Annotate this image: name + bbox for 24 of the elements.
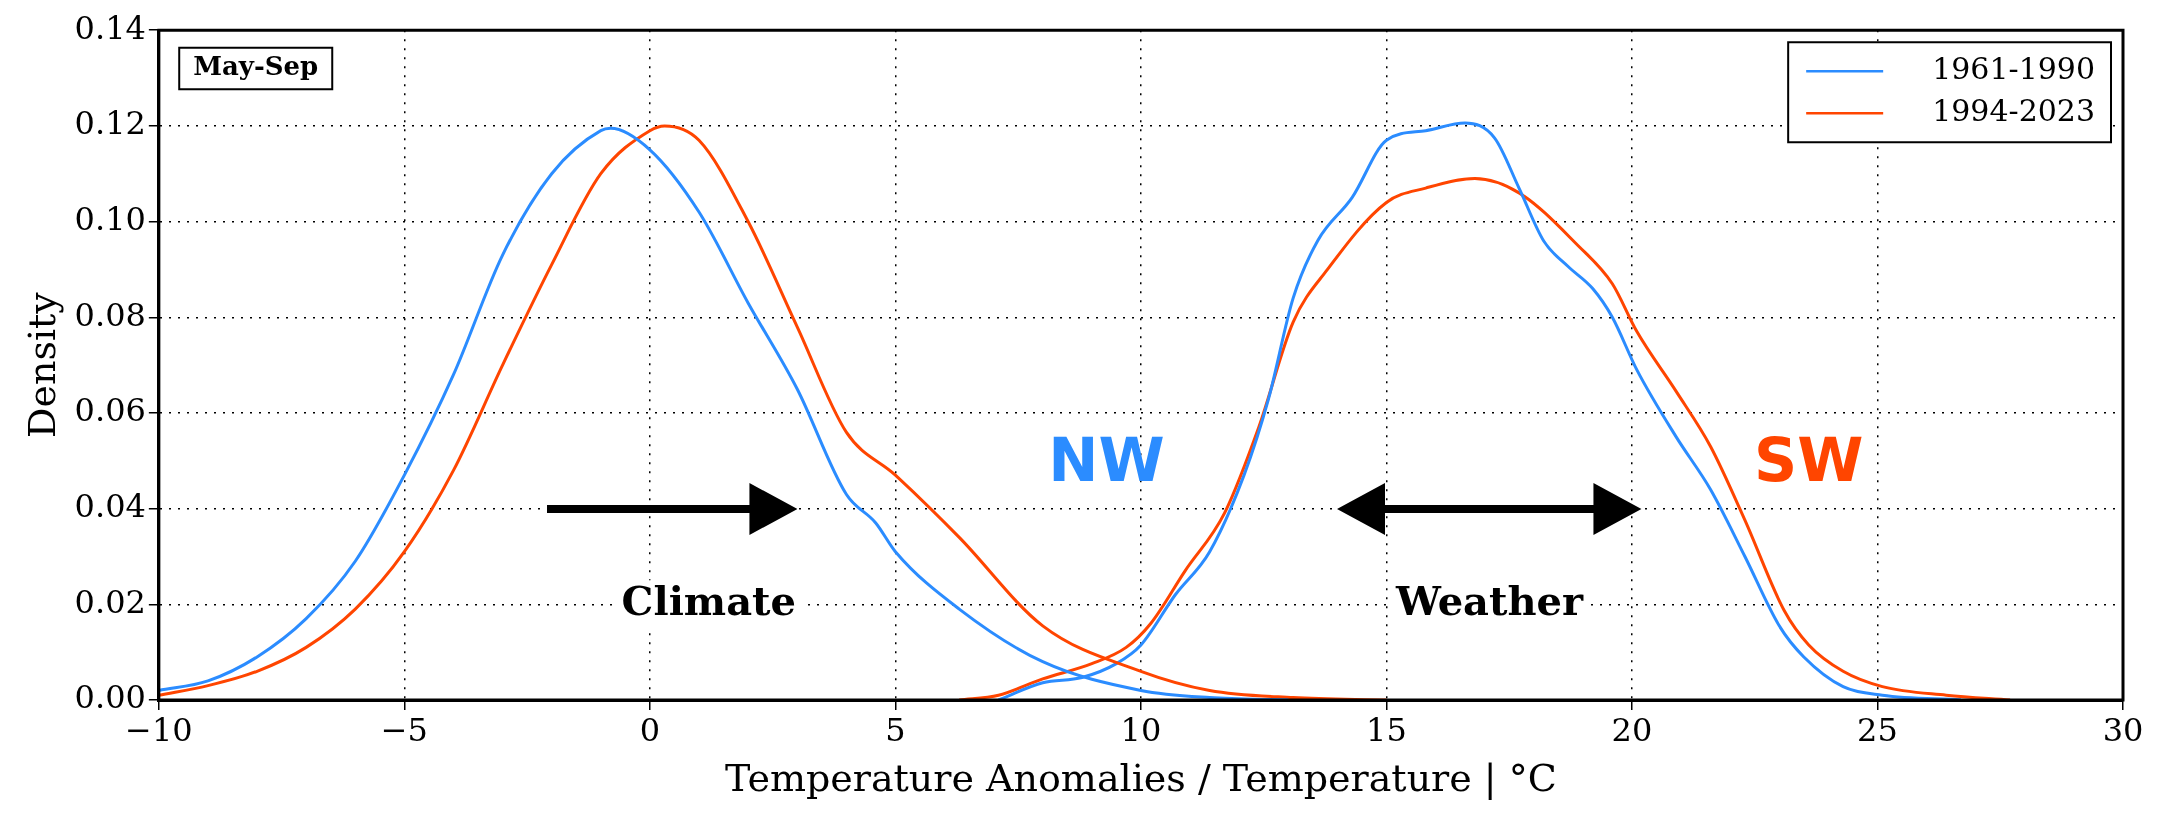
legend-label: 1961-1990 (1932, 51, 2095, 86)
y-tick-label: 0.14 (74, 8, 146, 47)
x-tick-label: 0 (639, 710, 661, 749)
x-axis-title: Temperature Anomalies / Temperature | °C (725, 756, 1557, 801)
y-tick-label: 0.06 (74, 391, 146, 430)
annotation: Weather (1395, 576, 1585, 624)
x-tick-label: 10 (1120, 710, 1162, 749)
y-tick-label: 0.04 (74, 486, 146, 525)
x-tick-label: 25 (1857, 710, 1898, 749)
x-tick-label: 15 (1366, 710, 1407, 749)
x-tick-label: −5 (380, 710, 428, 749)
annotation: SW (1754, 425, 1864, 496)
y-tick-label: 0.10 (74, 199, 146, 238)
y-tick-label: 0.12 (74, 104, 146, 143)
annotation: May-Sep (193, 51, 319, 82)
annotation: NW (1048, 425, 1165, 496)
annotation: Climate (621, 576, 797, 624)
y-tick-label: 0.02 (74, 582, 146, 621)
x-tick-label: 5 (885, 710, 906, 749)
y-axis-title: Density (19, 291, 64, 439)
legend-label: 1994-2023 (1932, 93, 2095, 128)
x-tick-label: 30 (2102, 710, 2144, 749)
y-tick-label: 0.08 (74, 295, 146, 334)
x-tick-label: 20 (1611, 710, 1653, 749)
